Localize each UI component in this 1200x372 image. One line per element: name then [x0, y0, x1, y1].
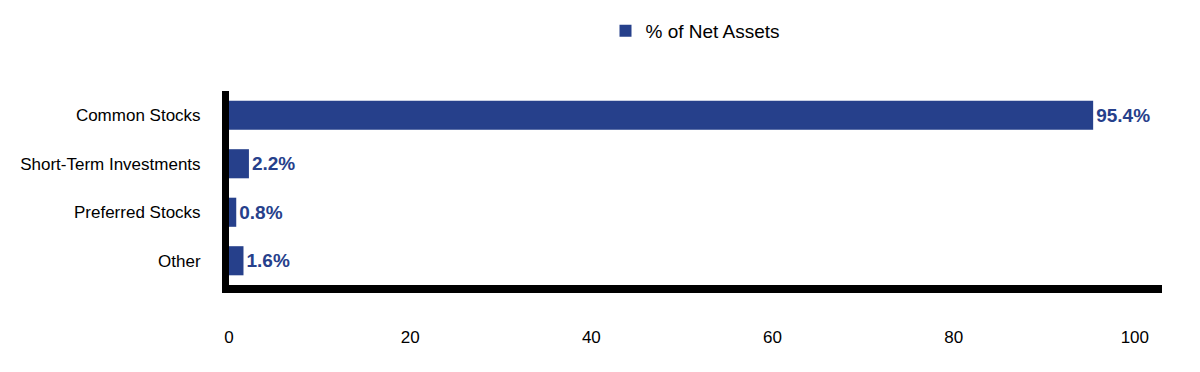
svg-text:0: 0	[224, 328, 233, 347]
svg-text:Preferred Stocks: Preferred Stocks	[74, 203, 201, 222]
svg-text:40: 40	[582, 328, 601, 347]
svg-text:2.2%: 2.2%	[252, 153, 295, 174]
svg-text:80: 80	[944, 328, 963, 347]
svg-text:95.4%: 95.4%	[1096, 105, 1150, 126]
svg-text:0.8%: 0.8%	[239, 202, 282, 223]
svg-text:20: 20	[401, 328, 420, 347]
svg-text:Common Stocks: Common Stocks	[76, 106, 201, 125]
svg-text:% of Net Assets: % of Net Assets	[646, 21, 780, 42]
svg-text:60: 60	[763, 328, 782, 347]
svg-text:1.6%: 1.6%	[246, 250, 289, 271]
svg-text:Short-Term Investments: Short-Term Investments	[20, 155, 200, 174]
svg-text:100: 100	[1121, 328, 1149, 347]
svg-text:Other: Other	[158, 252, 201, 271]
